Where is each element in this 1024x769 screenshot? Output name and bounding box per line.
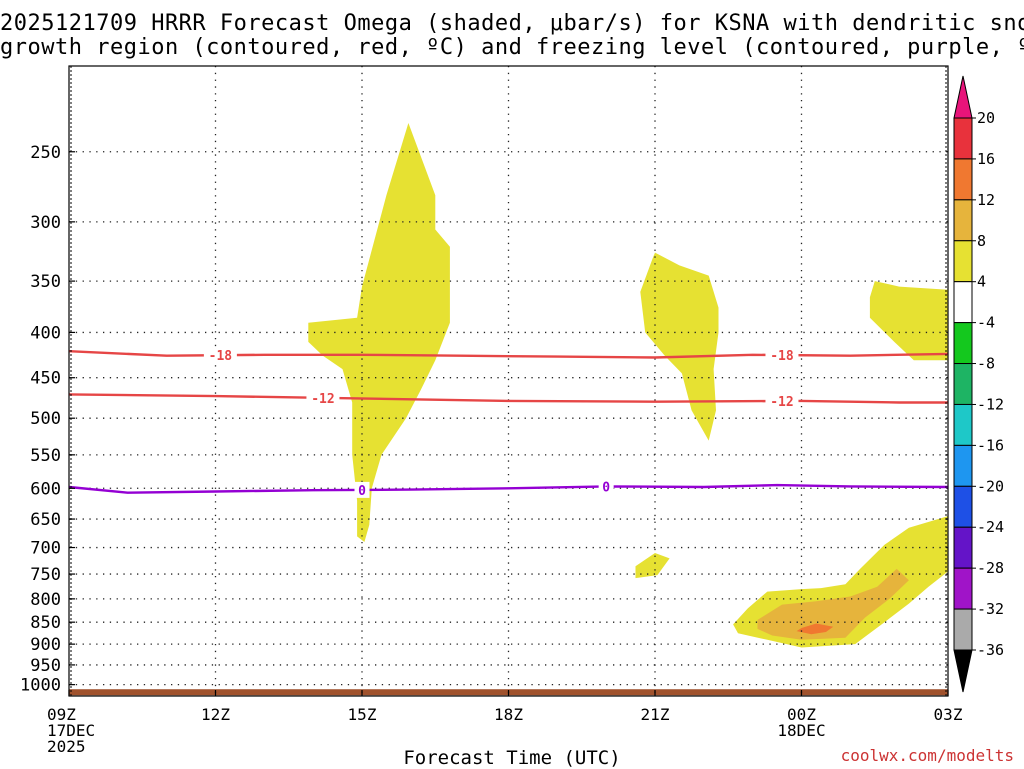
y-tick-label-400: 400 [30,323,61,343]
x-tick-label-03Z-0: 03Z [934,705,963,724]
contour-label: -18 [209,349,233,364]
x-axis-label: Forecast Time (UTC) [403,747,621,769]
x-tick-label-00Z-1: 18DEC [777,721,825,740]
colorbar-box-8 [953,403,973,446]
colorbar-label-2: 16 [977,150,995,168]
y-tick-label-650: 650 [30,510,61,530]
colorbar-box-11 [953,526,973,569]
colorbar-bottom-arrow [953,649,973,693]
y-tick-label-750: 750 [30,565,61,585]
colorbar-box-10 [953,485,973,528]
colorbar-label-3: 12 [977,191,995,209]
y-tick-label-600: 600 [30,479,61,499]
omega-shade-7 [796,623,834,635]
colorbar-label-10: -20 [977,477,1004,495]
colorbar-box-12 [953,567,973,610]
contour-2 [68,393,948,404]
x-tick-label-09Z-1: 17DEC [47,721,95,740]
y-tick-label-1000: 1000 [20,676,61,696]
contour-3 [68,483,949,494]
contour-label: 0 [602,480,610,495]
x-tick-label-09Z-2: 2025 [47,737,86,756]
y-tick-label-550: 550 [30,446,61,466]
y-tick-label-300: 300 [30,213,61,233]
y-tick-label-450: 450 [30,369,61,389]
y-tick-label-950: 950 [30,656,61,676]
omega-shade-3 [869,281,948,361]
x-tick-label-00Z-0: 00Z [787,705,816,724]
contour-label-bg [765,347,799,364]
site-credit[interactable]: coolwx.com/modelts [840,746,1014,765]
colorbar-box-6 [953,322,973,365]
colorbar-box-5 [953,281,973,324]
omega-shade-4 [635,553,670,579]
x-tick-label-15Z-0: 15Z [348,705,377,724]
colorbar-label-5: 4 [977,273,986,291]
colorbar-top-arrow [953,75,973,119]
omega-shade-6 [757,568,909,640]
colorbar-label-6: -4 [977,314,995,332]
omega-shade-1 [308,123,450,542]
contour-label: 0 [358,484,366,499]
y-tick-label-500: 500 [30,409,61,429]
x-tick-label-18Z-0: 18Z [494,705,523,724]
contour-label-bg [765,393,799,410]
x-tick-label-12Z-0: 12Z [201,705,230,724]
y-tick-label-350: 350 [30,272,61,292]
contour-label: -12 [770,395,793,410]
colorbar-label-13: -32 [977,600,1004,618]
colorbar-box-13 [953,608,973,651]
y-tick-label-900: 900 [30,635,61,655]
x-tick-label-09Z-0: 09Z [47,705,76,724]
colorbar-box-1 [953,117,973,160]
chart-title-line-2: growth region (contoured, red, ºC) and f… [0,35,1024,60]
colorbar-label-1: 20 [977,109,995,127]
colorbar-label-11: -24 [977,518,1004,536]
contour-label-bg [598,478,614,495]
colorbar-box-4 [953,240,973,283]
contour-label: -12 [311,392,334,407]
chart-title-line-1: 2025121709 HRRR Forecast Omega (shaded, … [0,11,1024,36]
colorbar-box-2 [953,158,973,201]
omega-shade-2 [640,252,719,441]
y-tick-label-850: 850 [30,613,61,633]
contour-label-bg [203,347,237,364]
contour-label: -18 [770,349,794,364]
colorbar-label-9: -16 [977,436,1004,454]
y-tick-label-250: 250 [30,143,61,163]
y-tick-label-800: 800 [30,590,61,610]
y-tick-label-700: 700 [30,539,61,559]
colorbar-label-12: -28 [977,559,1004,577]
x-tick-label-21Z-0: 21Z [641,705,670,724]
colorbar-box-7 [953,363,973,405]
colorbar-label-14: -36 [977,641,1004,659]
contour-label-bg [354,481,370,498]
colorbar-box-3 [953,199,973,242]
colorbar-label-7: -8 [977,355,995,373]
colorbar-box-9 [953,444,973,487]
colorbar-label-8: -12 [977,395,1004,413]
colorbar-label-4: 8 [977,232,986,250]
contour-label-bg [306,389,340,406]
